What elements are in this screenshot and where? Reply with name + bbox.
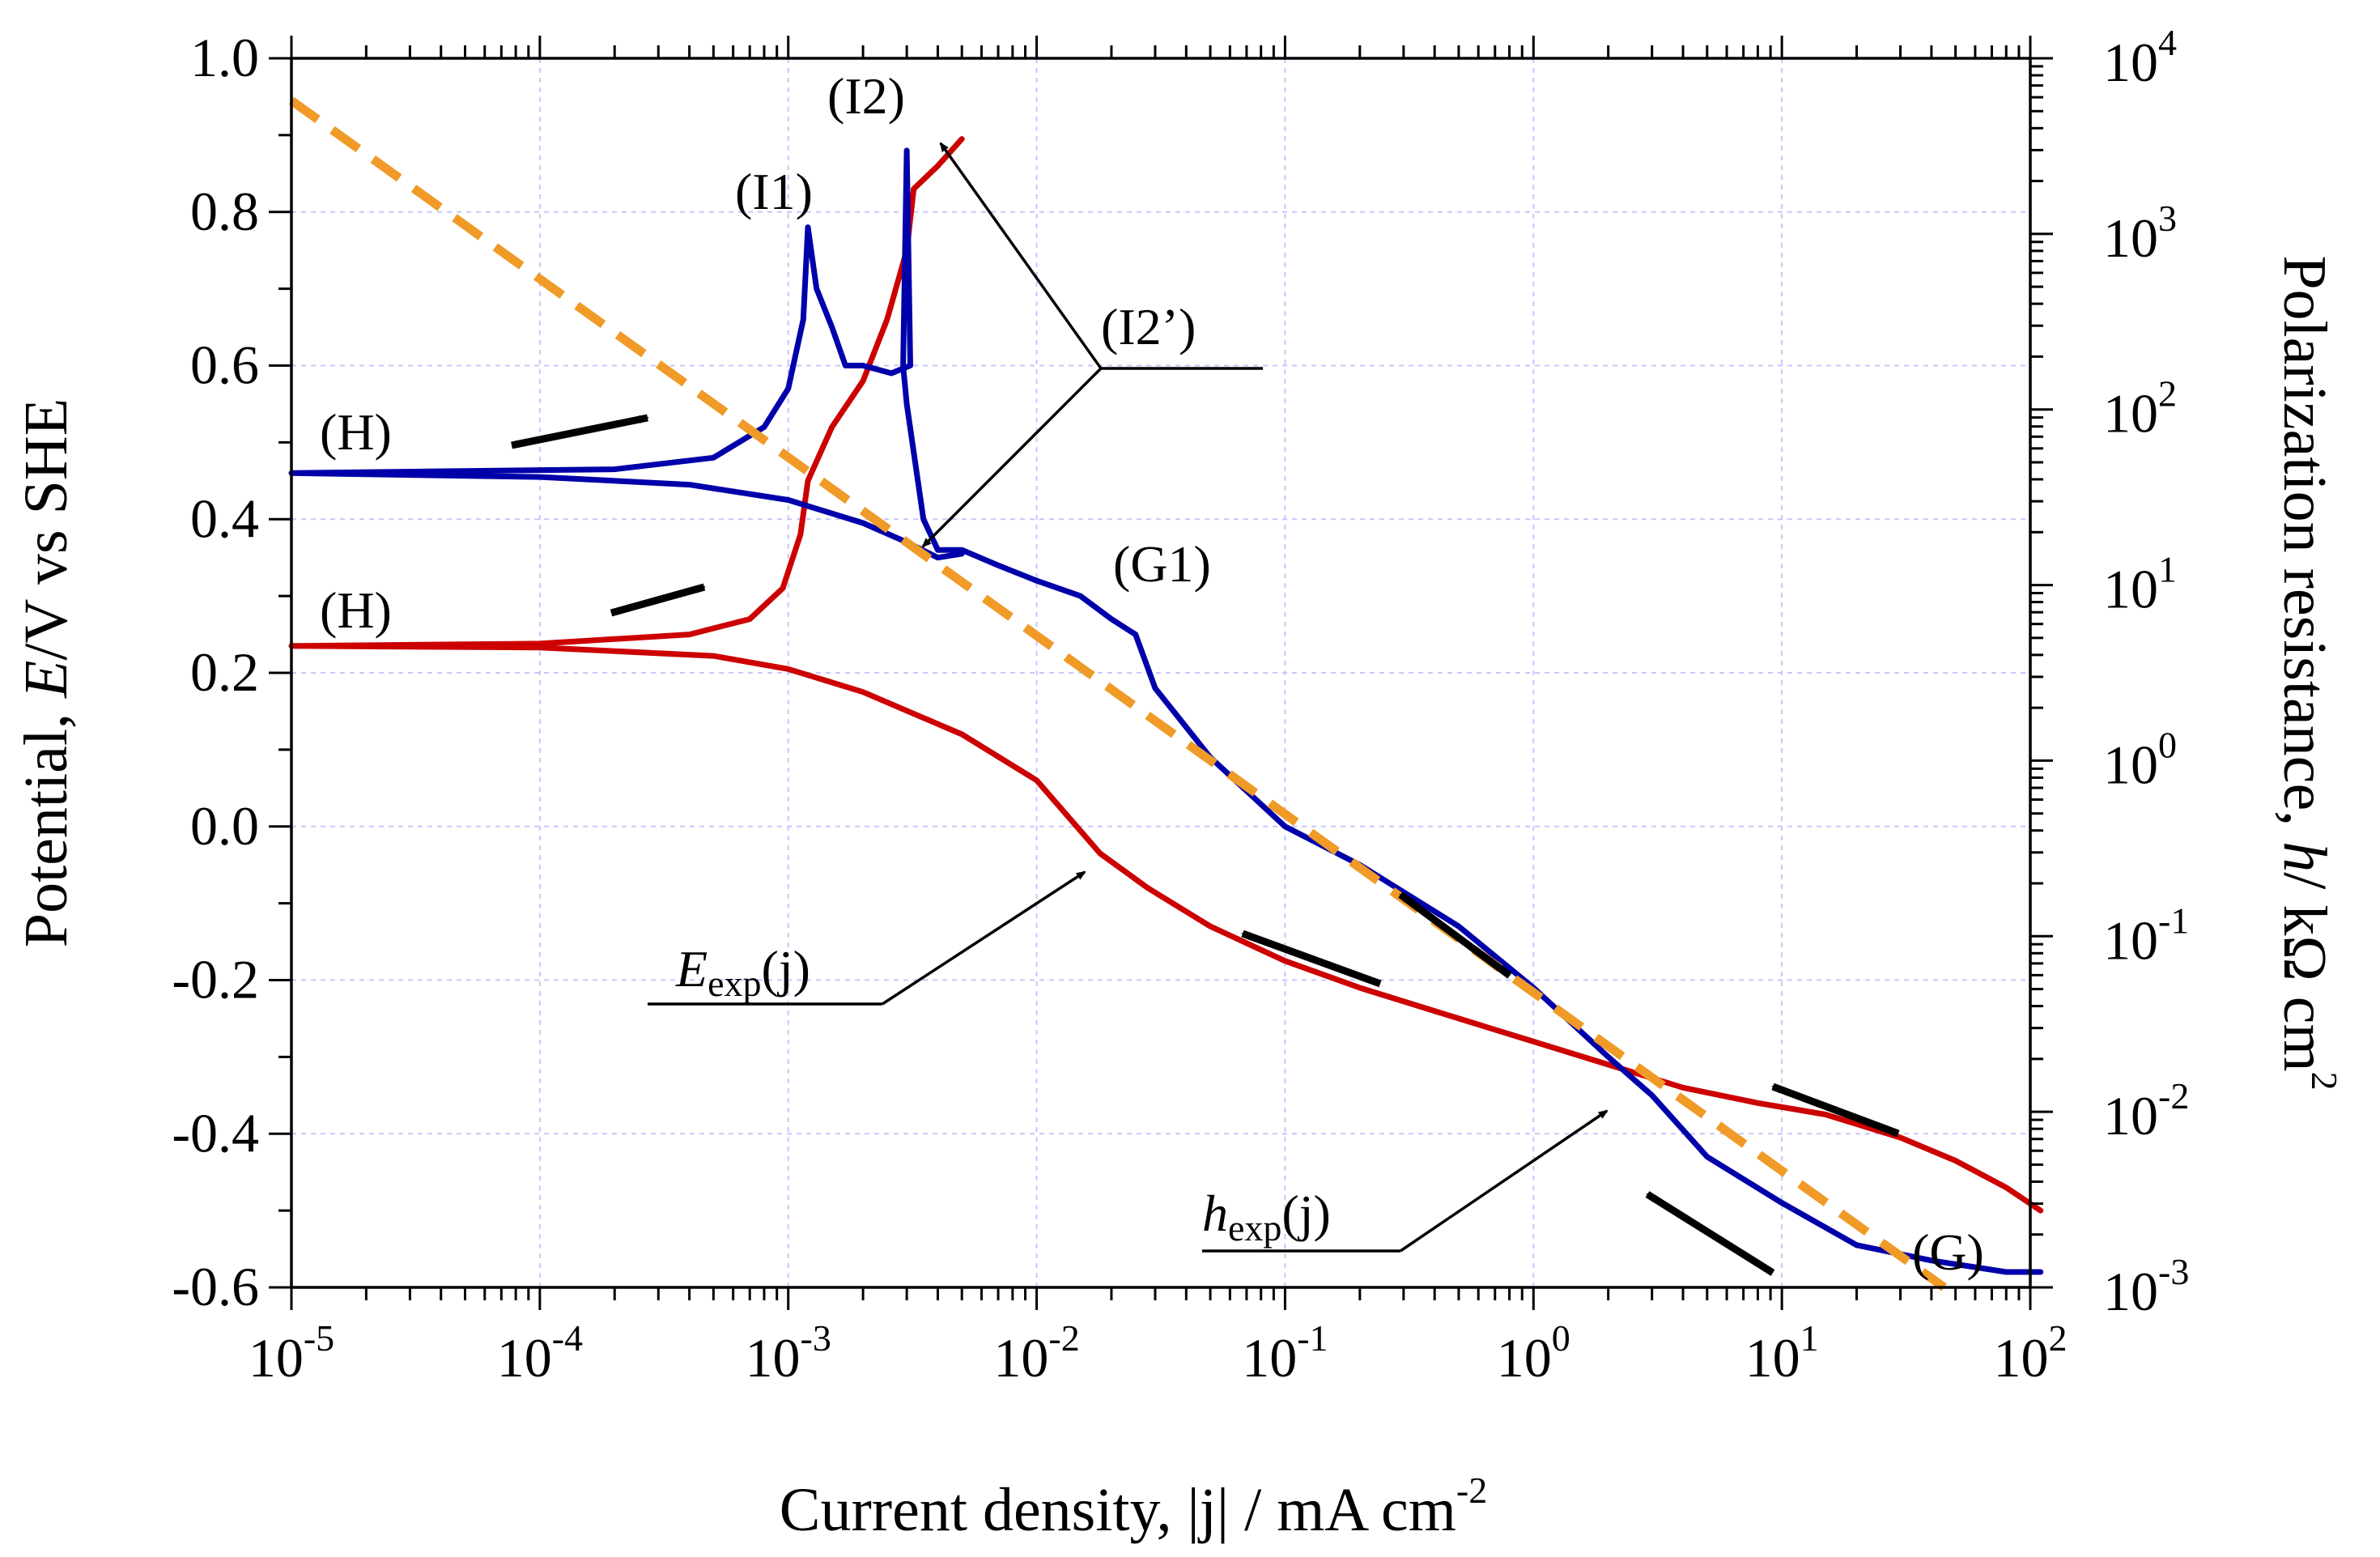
leader-hexp (1400, 1109, 1609, 1253)
x-tick-label-7: 102 (1994, 1317, 2068, 1389)
annot-h-upper: (H) (320, 403, 392, 461)
y-left-tick-label-3: 0.4 (190, 487, 259, 549)
series-line-e-exp-j- (288, 136, 2044, 1214)
tick-layer (269, 36, 2053, 1310)
y-left-tick-label-1: 0.8 (190, 181, 259, 242)
leader-i2p-up (939, 142, 1103, 370)
x-tick-label-4: 10-1 (1242, 1317, 1328, 1389)
y-left-tick-label-7: -0.4 (172, 1102, 259, 1163)
y-left-tick-label-5: 0.0 (190, 795, 259, 857)
arrow-mid-blue (1398, 891, 1512, 979)
annot-g1: (G1) (1113, 535, 1211, 593)
y-axis-left-title: Potential, E/V vs SHE (12, 398, 80, 947)
annot-h-lower: (H) (320, 581, 392, 639)
y-right-tick-label-4: 100 (2103, 724, 2177, 795)
y-right-tick-label-1: 103 (2103, 198, 2177, 269)
x-tick-label-1: 10-4 (497, 1317, 583, 1389)
y-right-tick-label-5: 10-1 (2103, 900, 2189, 971)
x-tick-label-2: 10-3 (746, 1317, 831, 1389)
leader-eexp (882, 870, 1086, 1006)
x-tick-label-0: 10-5 (249, 1317, 334, 1389)
y-right-tick-label-2: 102 (2103, 373, 2177, 445)
annot-eexp: Eexp(j) (675, 940, 810, 1004)
annot-g: (G) (1912, 1223, 1984, 1281)
y-right-tick-label-0: 104 (2103, 22, 2177, 93)
x-tick-label-5: 100 (1497, 1317, 1570, 1389)
annot-i2: (I2) (827, 67, 905, 125)
y-right-tick-label-3: 101 (2103, 549, 2177, 620)
label-layer: 10-5 10-4 10-3 10-2 10-1 100 101 102 1.0 0.8 0.6 0.… (172, 22, 2189, 1389)
annot-i1: (I1) (735, 163, 813, 220)
annot-i2p: (I2’) (1101, 298, 1196, 355)
y-axis-right-title: Polarization resistance, h/ kΩ cm2 (2271, 255, 2345, 1090)
annot-hexp: hexp(j) (1202, 1185, 1331, 1249)
annotation-arrows (511, 414, 1900, 1276)
y-left-tick-label-0: 1.0 (190, 27, 259, 88)
y-left-tick-label-2: 0.6 (190, 334, 259, 396)
y-left-tick-label-8: -0.6 (172, 1256, 259, 1317)
x-axis-title: Current density, |j| / mA cm-2 (780, 1470, 1487, 1544)
arrow-lower-h (610, 583, 706, 617)
series-line-h-exp-j- (288, 147, 2044, 1275)
y-left-tick-label-6: -0.2 (172, 949, 259, 1010)
arrow-right-red (1771, 1083, 1900, 1138)
y-left-tick-label-4: 0.2 (190, 641, 259, 703)
arrow-upper-h (511, 414, 649, 449)
x-tick-label-6: 101 (1745, 1317, 1819, 1389)
leader-i2p-down (921, 367, 1103, 548)
series-line-tafel-fit (288, 96, 1947, 1291)
y-right-tick-label-7: 10-3 (2103, 1251, 2189, 1322)
arrow-mid-red (1241, 930, 1382, 988)
leader-lines (648, 142, 1609, 1253)
y-right-tick-label-6: 10-2 (2103, 1075, 2189, 1146)
series-layer (288, 96, 2044, 1291)
x-tick-label-3: 10-2 (993, 1317, 1079, 1389)
arrow-right-blue (1645, 1191, 1775, 1276)
